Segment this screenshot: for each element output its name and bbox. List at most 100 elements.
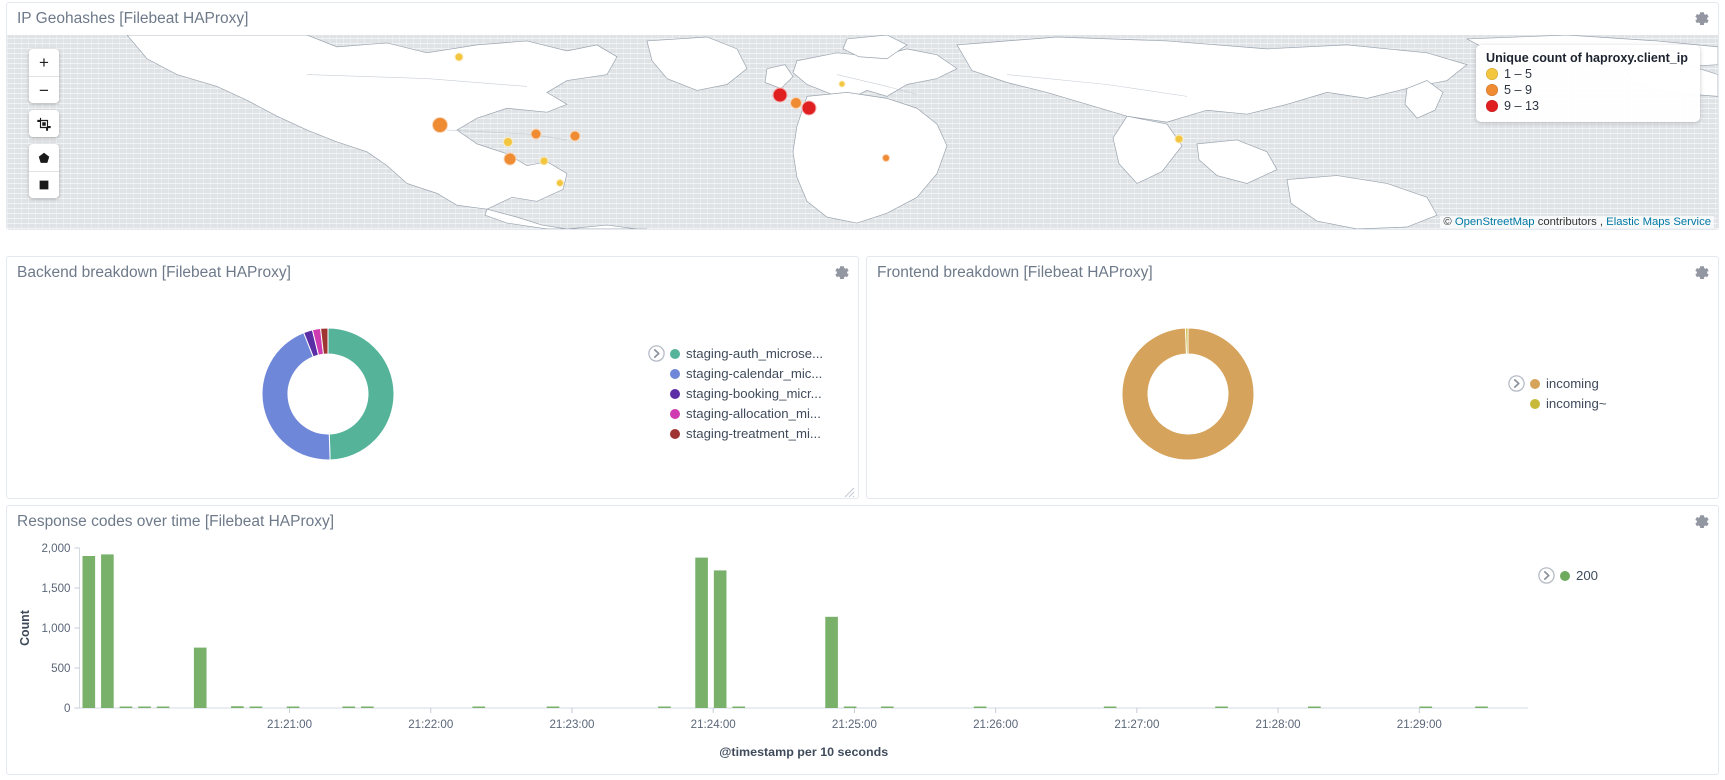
frontend-donut-container[interactable]	[867, 289, 1508, 498]
map-canvas[interactable]: + − Uniqu	[7, 35, 1718, 229]
map-legend-label: 9 – 13	[1504, 99, 1540, 113]
histogram-bar[interactable]	[361, 706, 374, 709]
legend-item[interactable]: staging-calendar_mic...	[670, 364, 823, 383]
legend-item[interactable]: staging-booking_micr...	[670, 384, 823, 403]
backend-panel-header: Backend breakdown [Filebeat HAProxy]	[7, 257, 858, 289]
attribution-separator: contributors ,	[1534, 216, 1607, 228]
frontend-donut-chart[interactable]	[1116, 322, 1260, 466]
donut-slice[interactable]	[1121, 326, 1254, 460]
draw-rectangle-icon[interactable]	[29, 171, 59, 198]
histogram-bar[interactable]	[1475, 706, 1488, 709]
histogram-svg[interactable]: 0 500 1,000 1,500 2,000 Count 21:21:00 21:22:00…	[7, 538, 1538, 774]
histogram-bar[interactable]	[658, 706, 671, 709]
histogram-bar[interactable]	[713, 570, 727, 708]
histogram-bar[interactable]	[342, 706, 356, 709]
zoom-in-button[interactable]: +	[29, 49, 59, 76]
backend-panel-resize-handle[interactable]	[844, 485, 855, 498]
map-geohash-marker[interactable]	[530, 128, 542, 140]
histogram-bar[interactable]	[82, 556, 96, 708]
map-geohash-marker[interactable]	[555, 179, 564, 188]
map-geohash-marker[interactable]	[503, 137, 514, 148]
histogram-bar[interactable]	[1103, 706, 1117, 709]
map-panel-gear-icon[interactable]	[1694, 11, 1710, 27]
donut-slice[interactable]	[261, 331, 331, 460]
legend-item-label: staging-calendar_mic...	[686, 366, 823, 381]
donut-slice[interactable]	[319, 326, 328, 355]
elastic-maps-service-link[interactable]: Elastic Maps Service	[1606, 216, 1711, 228]
legend-item[interactable]: staging-auth_microse...	[670, 344, 823, 363]
legend-expand-icon[interactable]	[1538, 567, 1555, 584]
map-geohash-marker[interactable]	[454, 52, 464, 62]
histogram-bar[interactable]	[695, 557, 708, 708]
legend-item[interactable]: incoming~	[1530, 394, 1606, 413]
y-axis-tick-label: 1,500	[41, 583, 70, 595]
fit-to-data-icon[interactable]	[29, 110, 59, 137]
histogram-bar[interactable]	[193, 647, 207, 708]
histogram-bar[interactable]	[119, 706, 133, 709]
histogram-bar[interactable]	[249, 706, 263, 709]
donut-slice[interactable]	[327, 326, 394, 460]
map-geohash-marker[interactable]	[838, 80, 846, 88]
histogram-panel-body: 0 500 1,000 1,500 2,000 Count 21:21:00 21:22:00…	[7, 538, 1718, 774]
histogram-bar[interactable]	[138, 706, 151, 709]
map-geohash-marker[interactable]	[503, 152, 517, 166]
histogram-bar[interactable]	[825, 616, 838, 708]
histogram-bar[interactable]	[101, 554, 114, 708]
histogram-plot-area[interactable]: 0 500 1,000 1,500 2,000 Count 21:21:00 21:22:00…	[7, 538, 1538, 774]
legend-item-label: incoming	[1546, 376, 1599, 391]
map-geohash-marker[interactable]	[539, 156, 549, 166]
histogram-bar[interactable]	[880, 706, 894, 709]
legend-item[interactable]: staging-treatment_mi...	[670, 424, 823, 443]
map-geohash-marker[interactable]	[882, 154, 891, 163]
histogram-bar[interactable]	[1419, 706, 1433, 709]
map-geohash-marker[interactable]	[569, 130, 581, 142]
map-geohash-marker[interactable]	[1174, 134, 1184, 144]
legend-color-swatch	[670, 368, 680, 379]
backend-donut-container[interactable]	[7, 289, 648, 498]
draw-polygon-icon[interactable]	[29, 144, 59, 171]
legend-item[interactable]: 200	[1560, 566, 1598, 585]
frontend-panel-title: Frontend breakdown [Filebeat HAProxy]	[877, 264, 1153, 281]
backend-panel-gear-icon[interactable]	[834, 265, 850, 281]
x-axis-tick-label: 21:28:00	[1256, 719, 1301, 731]
frontend-panel-gear-icon[interactable]	[1694, 265, 1710, 281]
backend-donut-chart[interactable]	[256, 322, 400, 466]
map-geohash-marker[interactable]	[801, 100, 817, 116]
legend-color-swatch	[1530, 398, 1540, 409]
histogram-bar[interactable]	[472, 706, 486, 709]
frontend-legend: incoming incoming~	[1508, 374, 1718, 413]
fit-to-data-group[interactable]	[29, 110, 59, 137]
histogram-bar[interactable]	[973, 706, 987, 709]
frontend-breakdown-panel: Frontend breakdown [Filebeat HAProxy] in…	[866, 256, 1719, 499]
map-geohash-marker[interactable]	[431, 117, 448, 134]
histogram-panel-gear-icon[interactable]	[1694, 514, 1710, 530]
legend-item[interactable]: staging-allocation_mi...	[670, 404, 823, 423]
legend-expand-icon[interactable]	[1508, 375, 1525, 392]
legend-item[interactable]: incoming	[1530, 374, 1606, 393]
x-axis-tick-label: 21:27:00	[1114, 719, 1159, 731]
histogram-bar[interactable]	[286, 706, 300, 709]
draw-shape-group[interactable]	[29, 144, 59, 198]
x-axis-tick-label: 21:21:00	[267, 719, 312, 731]
openstreetmap-link[interactable]: OpenStreetMap	[1454, 216, 1535, 228]
donut-slice[interactable]	[1184, 326, 1188, 355]
map-panel-title: IP Geohashes [Filebeat HAProxy]	[17, 10, 249, 27]
y-axis-title: Count	[18, 610, 32, 646]
map-geohash-marker[interactable]	[772, 87, 788, 103]
histogram-bar[interactable]	[1308, 706, 1321, 709]
histogram-bar[interactable]	[156, 706, 170, 709]
map-zoom-controls[interactable]: + −	[29, 49, 59, 198]
legend-color-swatch	[670, 348, 680, 359]
zoom-control-group[interactable]: + −	[29, 49, 59, 103]
map-legend-row: 9 – 13	[1486, 98, 1688, 114]
histogram-bar[interactable]	[732, 706, 746, 709]
x-axis-tick-label: 21:23:00	[549, 719, 594, 731]
map-geohash-marker[interactable]	[789, 97, 802, 110]
histogram-bar[interactable]	[1215, 706, 1228, 709]
histogram-bar[interactable]	[546, 706, 560, 709]
legend-expand-icon[interactable]	[648, 345, 665, 362]
histogram-bar[interactable]	[843, 706, 857, 709]
zoom-out-button[interactable]: −	[29, 76, 59, 103]
histogram-bar[interactable]	[231, 706, 244, 708]
legend-item-label: staging-treatment_mi...	[686, 426, 821, 441]
